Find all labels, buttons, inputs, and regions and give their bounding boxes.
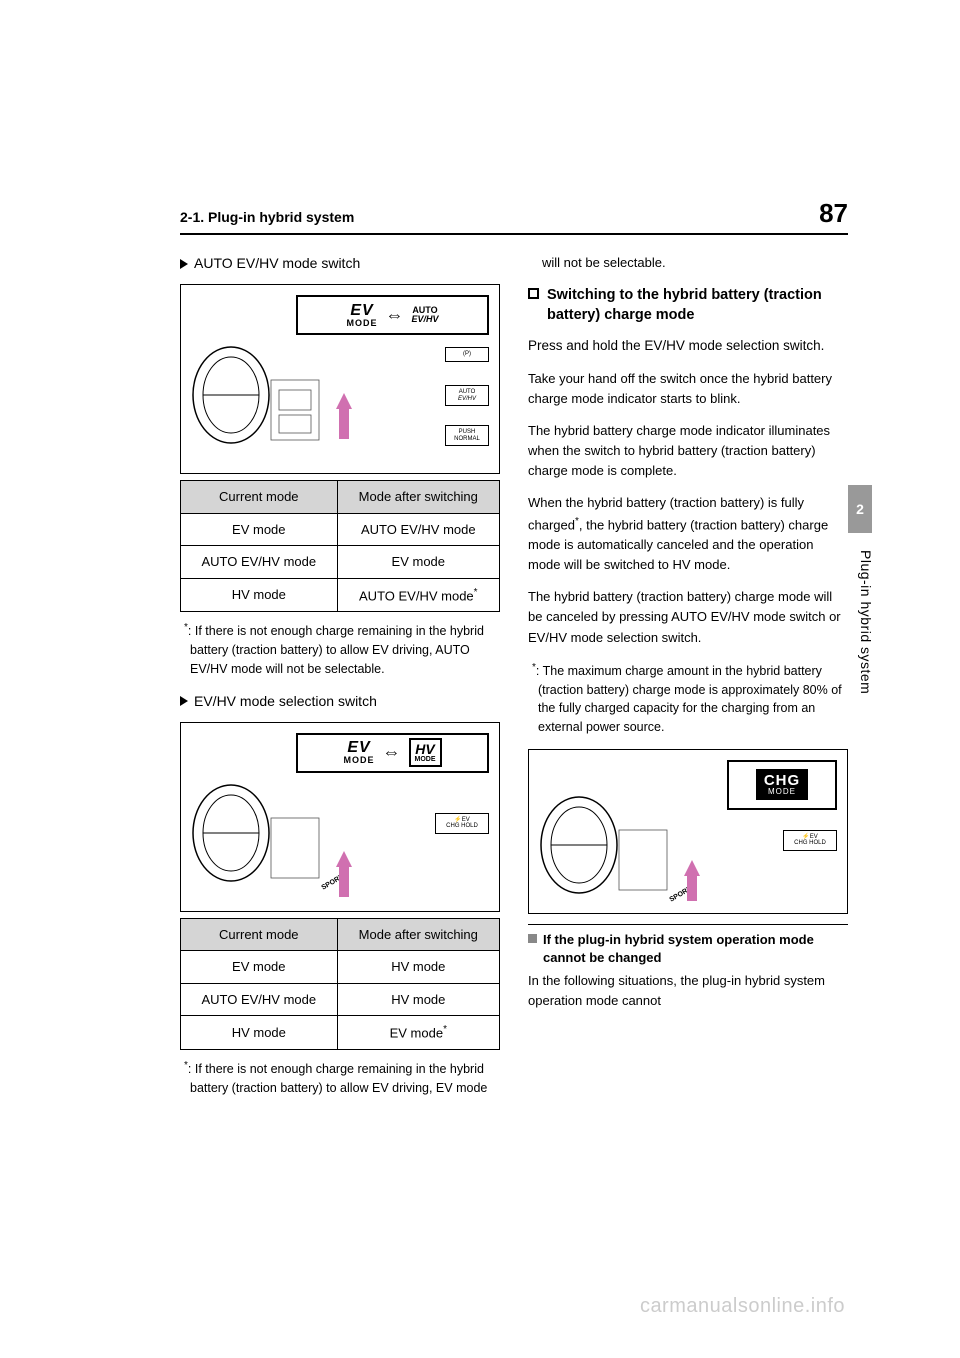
continuation-text: will not be selectable. — [528, 253, 848, 273]
paragraph: In the following situations, the plug-in… — [528, 971, 848, 1011]
chg-hold-button-icon: ⚡EVCHG HOLD — [783, 830, 837, 851]
diagram-auto-evhv-switch: EV MODE ⇔ AUTO EV/HV — [180, 284, 500, 474]
hv-mode-icon: HV MODE — [409, 738, 442, 767]
page-header: 2-1. Plug-in hybrid system 87 — [180, 198, 848, 235]
right-column: will not be selectable. Switching to the… — [528, 253, 848, 1110]
magenta-arrow-icon — [336, 851, 352, 867]
left-column: AUTO EV/HV mode switch EV MODE ⇔ AUTO EV… — [180, 253, 500, 1110]
auto-evhv-icon: AUTO EV/HV — [411, 306, 438, 324]
bullet-text: EV/HV mode selection switch — [194, 691, 377, 712]
chg-hold-button-icon: ⚡EVCHG HOLD — [435, 813, 489, 834]
footnote-2: *: If there is not enough charge remaini… — [180, 1058, 500, 1098]
table-row: HV mode EV mode* — [181, 1016, 500, 1050]
diagram-chg-mode: CHG MODE ⚡EVCHG HOLD SPORT — [528, 749, 848, 914]
table-row: EV mode AUTO EV/HV mode — [181, 513, 500, 546]
magenta-arrow-stem — [339, 409, 349, 439]
chapter-tab: 2 — [848, 485, 872, 533]
table-row: HV mode AUTO EV/HV mode* — [181, 578, 500, 612]
table-header: Mode after switching — [337, 481, 499, 514]
mode-table-2: Current mode Mode after switching EV mod… — [180, 918, 500, 1050]
paragraph: The hybrid battery charge mode indicator… — [528, 421, 848, 481]
triangle-bullet-icon — [180, 696, 188, 706]
magenta-arrow-icon — [336, 393, 352, 409]
swap-arrows-icon: ⇔ — [385, 302, 403, 329]
table-header: Mode after switching — [337, 918, 499, 951]
footnote-max-charge: *: The maximum charge amount in the hybr… — [528, 660, 848, 737]
divider — [528, 924, 848, 925]
push-normal-button-icon: PUSHNORMAL — [445, 425, 489, 446]
chg-mode-icon: CHG MODE — [756, 769, 808, 800]
paragraph: The hybrid battery (traction battery) ch… — [528, 587, 848, 647]
chapter-side-label: Plug-in hybrid system — [858, 550, 874, 694]
table-row: AUTO EV/HV mode HV mode — [181, 983, 500, 1016]
footnote-1: *: If there is not enough charge remaini… — [180, 620, 500, 678]
p-button-icon: (P) — [445, 347, 489, 362]
paragraph: When the hybrid battery (traction batter… — [528, 493, 848, 575]
dashboard-sketch — [539, 790, 669, 910]
page-number: 87 — [819, 198, 848, 229]
mode-indicator-box: EV MODE ⇔ AUTO EV/HV — [296, 295, 489, 335]
table-header: Current mode — [181, 481, 338, 514]
heading-switching-charge-mode: Switching to the hybrid battery (tractio… — [528, 285, 848, 326]
mode-indicator-box: EV MODE ⇔ HV MODE — [296, 733, 489, 773]
ev-mode-icon: EV MODE — [346, 303, 377, 328]
table-header: Current mode — [181, 918, 338, 951]
ev-mode-icon: EV MODE — [344, 740, 375, 765]
dashboard-sketch — [191, 778, 321, 898]
table-row: AUTO EV/HV mode EV mode — [181, 546, 500, 579]
bullet-auto-evhv: AUTO EV/HV mode switch — [180, 253, 500, 274]
dashboard-sketch — [191, 340, 321, 460]
heading-cannot-change: If the plug-in hybrid system operation m… — [528, 931, 848, 967]
page-content: 2-1. Plug-in hybrid system 87 AUTO EV/HV… — [180, 198, 848, 1110]
bullet-text: AUTO EV/HV mode switch — [194, 253, 360, 274]
magenta-arrow-stem — [687, 876, 697, 901]
mode-table-1: Current mode Mode after switching EV mod… — [180, 480, 500, 612]
filled-square-icon — [528, 934, 537, 943]
magenta-arrow-icon — [684, 860, 700, 876]
watermark: carmanualsonline.info — [640, 1295, 845, 1318]
triangle-bullet-icon — [180, 259, 188, 269]
section-title: 2-1. Plug-in hybrid system — [180, 209, 354, 225]
chg-mode-indicator-box: CHG MODE — [727, 760, 837, 810]
swap-arrows-icon: ⇔ — [383, 739, 401, 766]
table-row: EV mode HV mode — [181, 951, 500, 984]
diagram-evhv-selection-switch: EV MODE ⇔ HV MODE ⚡EVCHG HOLD SPOR — [180, 722, 500, 912]
auto-evhv-button-icon: AUTOEV/HV — [445, 385, 489, 406]
square-bullet-icon — [528, 288, 539, 299]
bullet-evhv-selection: EV/HV mode selection switch — [180, 691, 500, 712]
paragraph: Take your hand off the switch once the h… — [528, 369, 848, 409]
paragraph: Press and hold the EV/HV mode selection … — [528, 336, 848, 357]
magenta-arrow-stem — [339, 867, 349, 897]
